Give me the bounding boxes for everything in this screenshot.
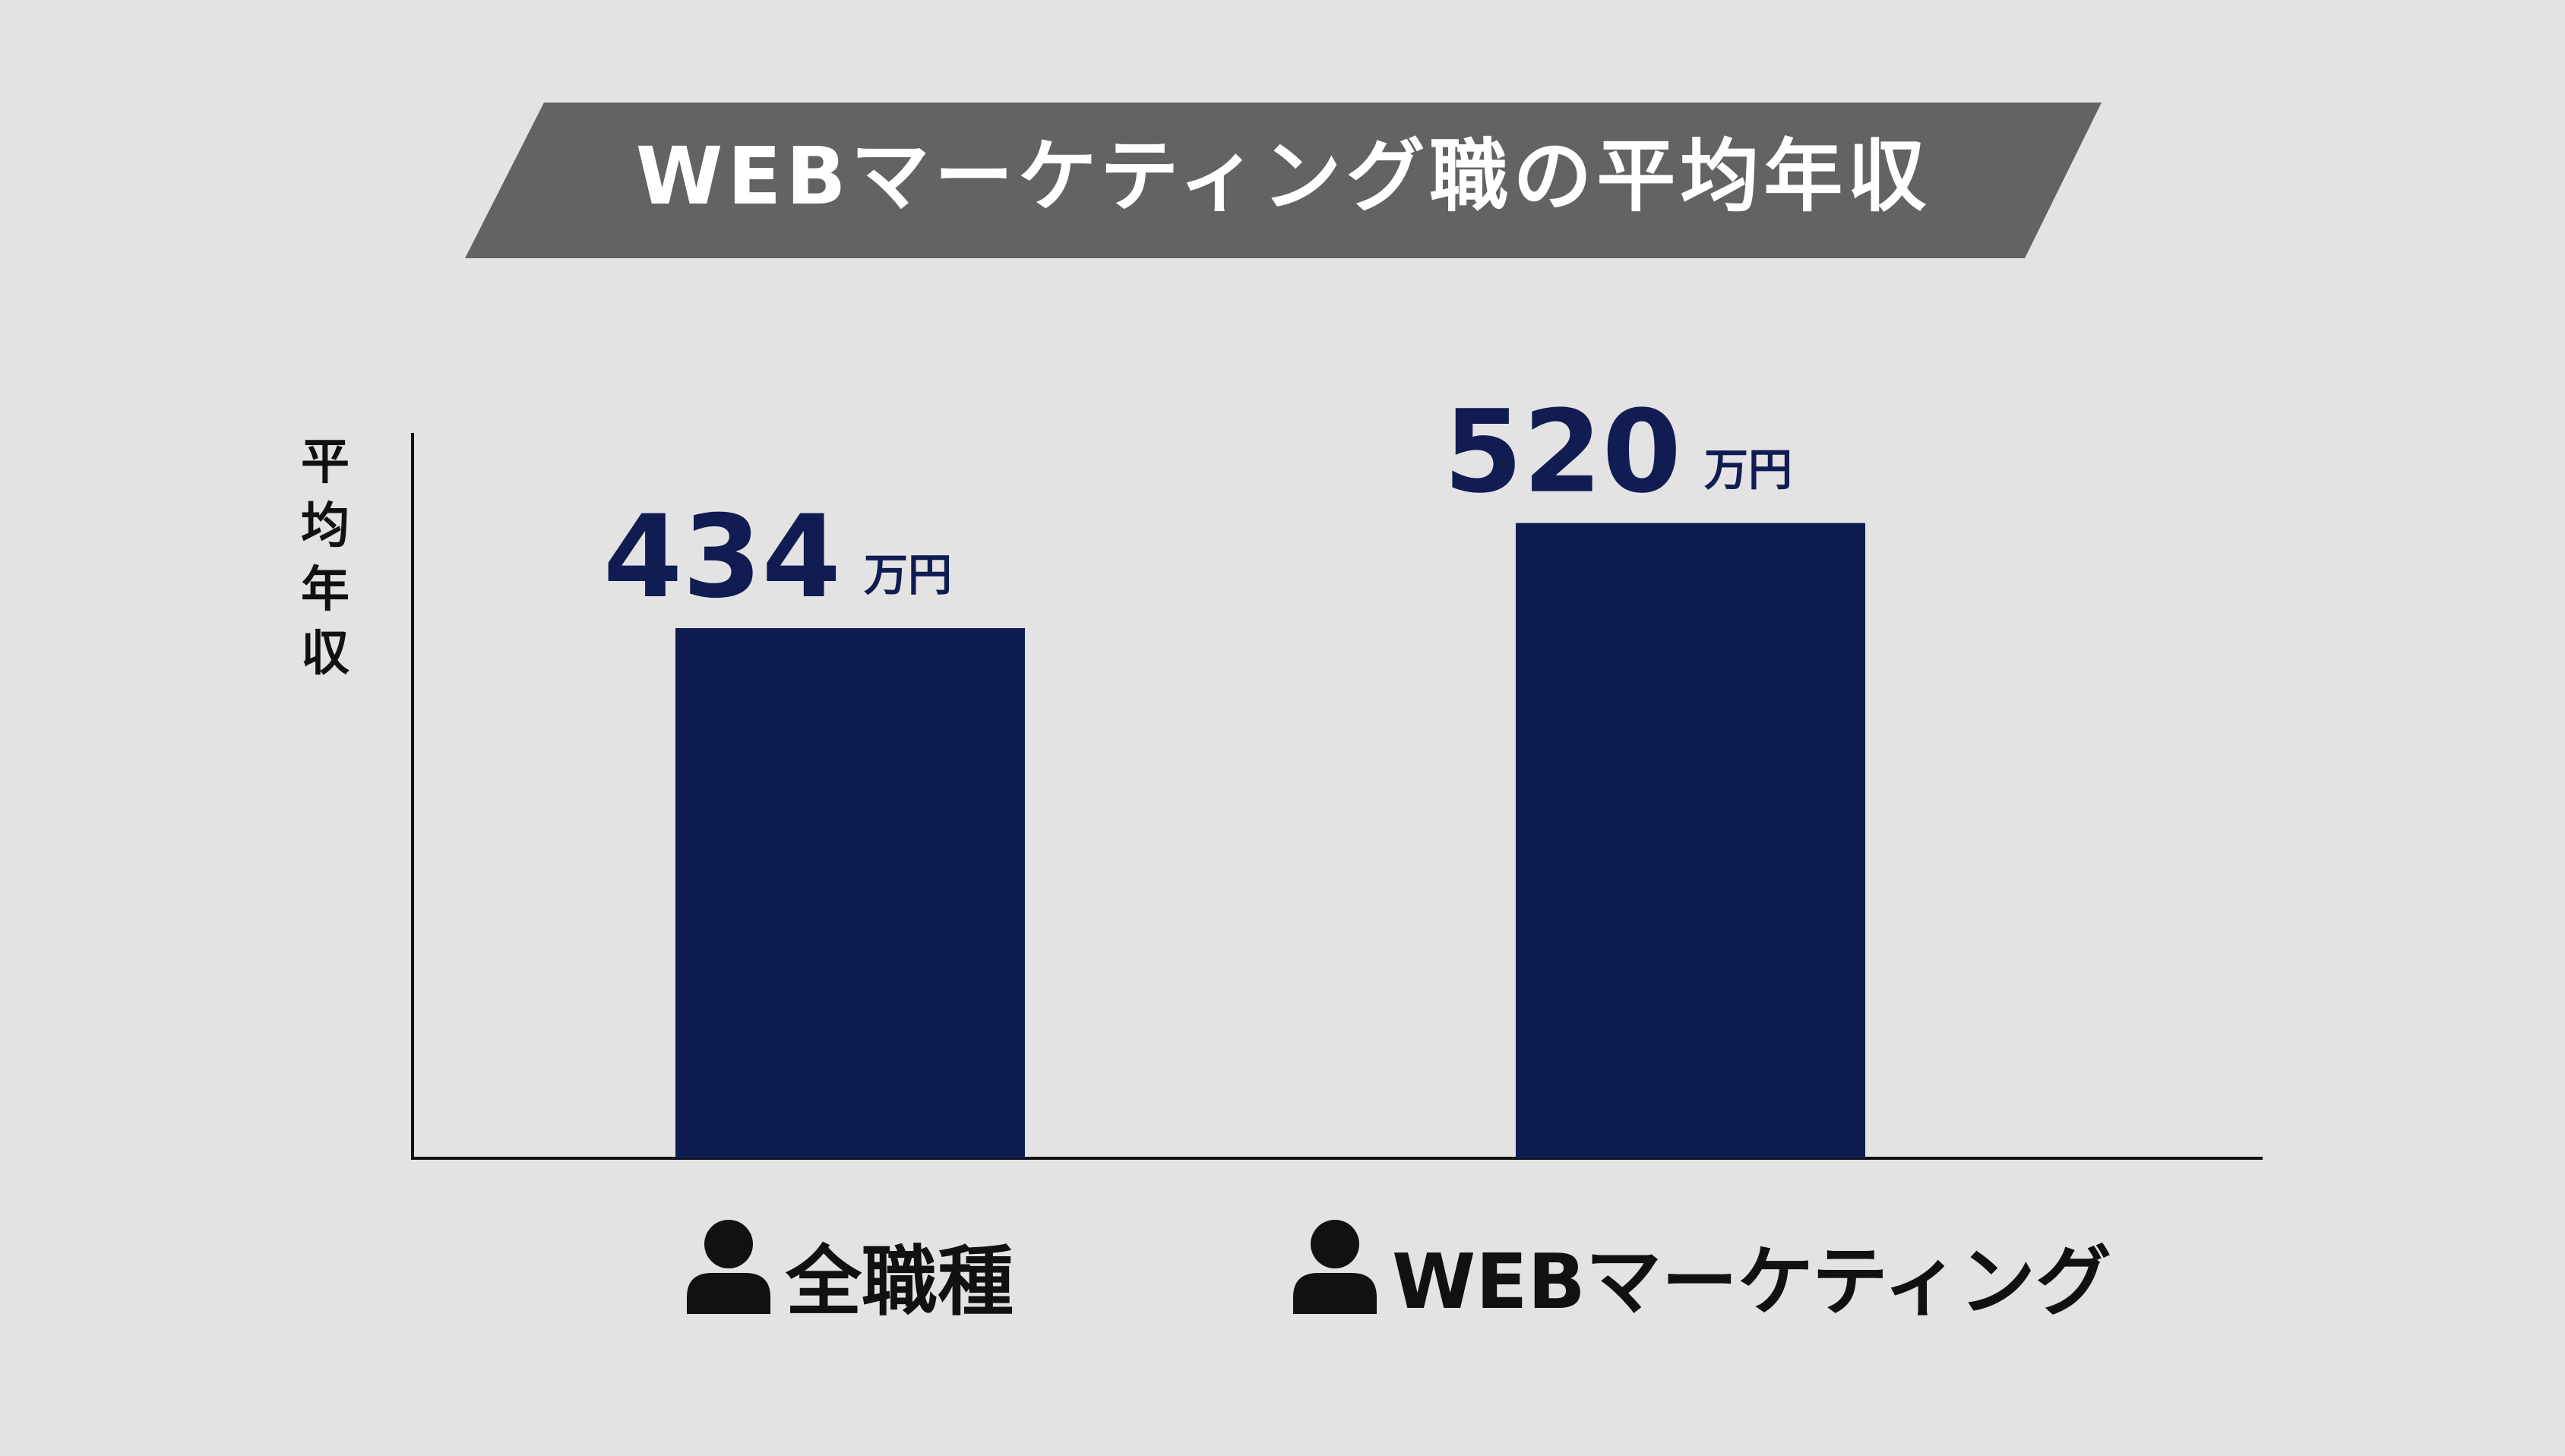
category-labels-group: 全職種 WEBマーケティング	[687, 1220, 2111, 1326]
y-axis-label-char: 均	[301, 498, 349, 554]
bar	[675, 627, 1025, 1158]
value-unit: 万円	[1704, 444, 1792, 496]
value-label: 434	[603, 491, 841, 624]
bars-group	[675, 523, 1865, 1158]
y-axis-label: 平均年収	[301, 434, 349, 682]
title-banner-shape	[465, 103, 2102, 258]
person-icon	[687, 1220, 770, 1314]
category-label: WEBマーケティング	[1392, 1237, 2111, 1326]
y-axis-label-char: 年	[301, 562, 349, 618]
value-labels-group: 434 万円 520 万円	[603, 387, 1792, 624]
person-icon	[1293, 1220, 1377, 1314]
chart-title-banner: WEBマーケティング職の平均年収	[465, 103, 2102, 258]
chart-title: WEBマーケティング職の平均年収	[636, 130, 1931, 223]
bar	[1516, 523, 1865, 1158]
y-axis-label-char: 収	[301, 626, 349, 682]
value-unit: 万円	[864, 549, 952, 601]
y-axis-label-char: 平	[301, 434, 349, 491]
category-label: 全職種	[785, 1237, 1014, 1326]
value-label: 520	[1444, 387, 1681, 519]
